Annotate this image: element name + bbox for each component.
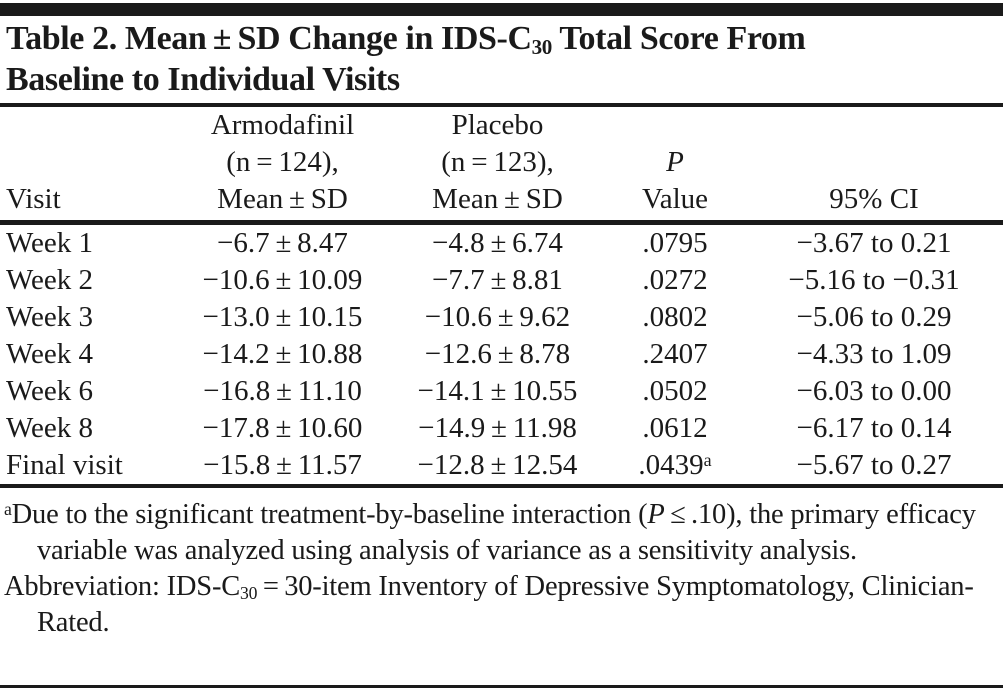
- abbreviation-note: Abbreviation: IDS-C30 = 30-item Inventor…: [4, 569, 995, 641]
- placebo-cell: −10.6 ± 9.62: [424, 301, 571, 333]
- table-title-text-cont: Total Score From: [551, 20, 806, 57]
- title-divider-rule: [0, 103, 1003, 107]
- table-row: Week 3 −13.0 ± 10.15 −10.6 ± 9.62 .0802 …: [0, 299, 1003, 336]
- header-p-value-label: Value: [641, 183, 709, 215]
- header-armodafinil-meansd: Mean ± SD: [217, 183, 348, 215]
- table-row: Week 4 −14.2 ± 10.88 −12.6 ± 8.78 .2407 …: [0, 336, 1003, 373]
- ci-cell: −4.33 to 1.09: [796, 338, 952, 370]
- header-row: Visit Armodafinil (n = 124), Mean ± SD P…: [0, 107, 1003, 225]
- header-armodafinil: Armodafinil (n = 124), Mean ± SD: [175, 107, 390, 225]
- p-value: .0795: [642, 227, 708, 259]
- p-value: .0272: [642, 264, 708, 296]
- header-armodafinil-name: Armodafinil: [210, 109, 355, 141]
- armodafinil-cell: −17.8 ± 10.60: [202, 412, 363, 444]
- header-ci-label: 95% CI: [829, 183, 919, 215]
- top-rule: [0, 3, 1003, 16]
- armodafinil-cell: −14.2 ± 10.88: [202, 338, 363, 370]
- table-title-text: Table 2. Mean ± SD Change in IDS-C: [6, 20, 532, 57]
- table-row: Week 1 −6.7 ± 8.47 −4.8 ± 6.74 .0795 −3.…: [0, 223, 1003, 263]
- placebo-cell: −12.8 ± 12.54: [417, 449, 578, 481]
- header-ci: 95% CI: [745, 107, 1003, 225]
- armodafinil-cell: −6.7 ± 8.47: [217, 227, 348, 259]
- table-2-panel: Table 2. Mean ± SD Change in IDS-C30 Tot…: [0, 3, 1003, 694]
- ci-cell: −5.16 to −0.31: [788, 264, 960, 296]
- armodafinil-cell: −10.6 ± 10.09: [202, 264, 363, 296]
- table-header: Visit Armodafinil (n = 124), Mean ± SD P…: [0, 107, 1003, 225]
- p-value-footnote-marker: a: [703, 449, 712, 470]
- p-value-cell: .0439a: [605, 447, 745, 486]
- visit-cell: Week 2: [6, 264, 94, 296]
- header-p-symbol: P: [666, 146, 684, 178]
- ci-cell: −5.06 to 0.29: [796, 301, 952, 333]
- table-notes: aDue to the significant treatment-by-bas…: [0, 488, 1003, 641]
- table-row: Final visit −15.8 ± 11.57 −12.8 ± 12.54 …: [0, 447, 1003, 486]
- footnote-p-symbol: P: [647, 499, 665, 530]
- p-value-cell: .0802: [605, 299, 745, 336]
- armodafinil-cell: −15.8 ± 11.57: [203, 449, 362, 481]
- ci-cell: −3.67 to 0.21: [796, 227, 952, 259]
- visit-cell: Week 8: [6, 412, 94, 444]
- p-value: .2407: [642, 338, 708, 370]
- results-table: Visit Armodafinil (n = 124), Mean ± SD P…: [0, 107, 1003, 488]
- p-value-cell: .2407: [605, 336, 745, 373]
- header-visit: Visit: [0, 107, 175, 225]
- ci-cell: −6.17 to 0.14: [796, 412, 952, 444]
- header-armodafinil-n: (n = 124),: [226, 146, 339, 178]
- table-row: Week 8 −17.8 ± 10.60 −14.9 ± 11.98 .0612…: [0, 410, 1003, 447]
- p-value-cell: .0272: [605, 262, 745, 299]
- footnote-a: aDue to the significant treatment-by-bas…: [4, 497, 995, 569]
- p-value-cell: .0502: [605, 373, 745, 410]
- table-row: Week 2 −10.6 ± 10.09 −7.7 ± 8.81 .0272 −…: [0, 262, 1003, 299]
- placebo-cell: −4.8 ± 6.74: [432, 227, 563, 259]
- p-value: .0612: [642, 412, 708, 444]
- visit-cell: Week 6: [6, 375, 94, 407]
- visit-cell: Week 1: [6, 227, 94, 259]
- placebo-cell: −14.9 ± 11.98: [418, 412, 577, 444]
- table-title-line2: Baseline to Individual Visits: [6, 61, 400, 98]
- visit-cell: Week 3: [6, 301, 94, 333]
- abbreviation-subscript: 30: [240, 582, 258, 603]
- table-title-subscript: 30: [531, 34, 553, 59]
- armodafinil-cell: −16.8 ± 11.10: [203, 375, 362, 407]
- header-p-value: P Value: [605, 107, 745, 225]
- footnote-text-cont: ≤ .10), the primary efficacy variable wa…: [37, 499, 976, 566]
- footnote-marker: a: [4, 499, 12, 520]
- placebo-cell: −14.1 ± 10.55: [417, 375, 578, 407]
- table-row: Week 6 −16.8 ± 11.10 −14.1 ± 10.55 .0502…: [0, 373, 1003, 410]
- p-value: .0439: [638, 449, 704, 481]
- header-visit-label: Visit: [6, 183, 61, 215]
- visit-cell: Final visit: [6, 449, 123, 481]
- p-value: .0802: [642, 301, 708, 333]
- table-body: Week 1 −6.7 ± 8.47 −4.8 ± 6.74 .0795 −3.…: [0, 223, 1003, 487]
- header-placebo: Placebo (n = 123), Mean ± SD: [390, 107, 605, 225]
- p-value: .0502: [642, 375, 708, 407]
- header-placebo-name: Placebo: [451, 109, 544, 141]
- header-placebo-meansd: Mean ± SD: [432, 183, 563, 215]
- p-value-cell: .0795: [605, 223, 745, 263]
- abbreviation-text: Abbreviation: IDS-C: [4, 571, 241, 602]
- ci-cell: −5.67 to 0.27: [796, 449, 952, 481]
- p-value-cell: .0612: [605, 410, 745, 447]
- table-title-line1: Table 2. Mean ± SD Change in IDS-C30 Tot…: [6, 20, 806, 59]
- armodafinil-cell: −13.0 ± 10.15: [202, 301, 363, 333]
- header-placebo-n: (n = 123),: [441, 146, 554, 178]
- table-title: Table 2. Mean ± SD Change in IDS-C30 Tot…: [0, 18, 1003, 100]
- ci-cell: −6.03 to 0.00: [796, 375, 952, 407]
- visit-cell: Week 4: [6, 338, 94, 370]
- placebo-cell: −7.7 ± 8.81: [432, 264, 563, 296]
- placebo-cell: −12.6 ± 8.78: [424, 338, 571, 370]
- abbreviation-text-cont: = 30-item Inventory of Depressive Sympto…: [37, 571, 974, 638]
- bottom-rule: [0, 685, 1003, 688]
- footnote-text: Due to the significant treatment-by-base…: [11, 499, 648, 530]
